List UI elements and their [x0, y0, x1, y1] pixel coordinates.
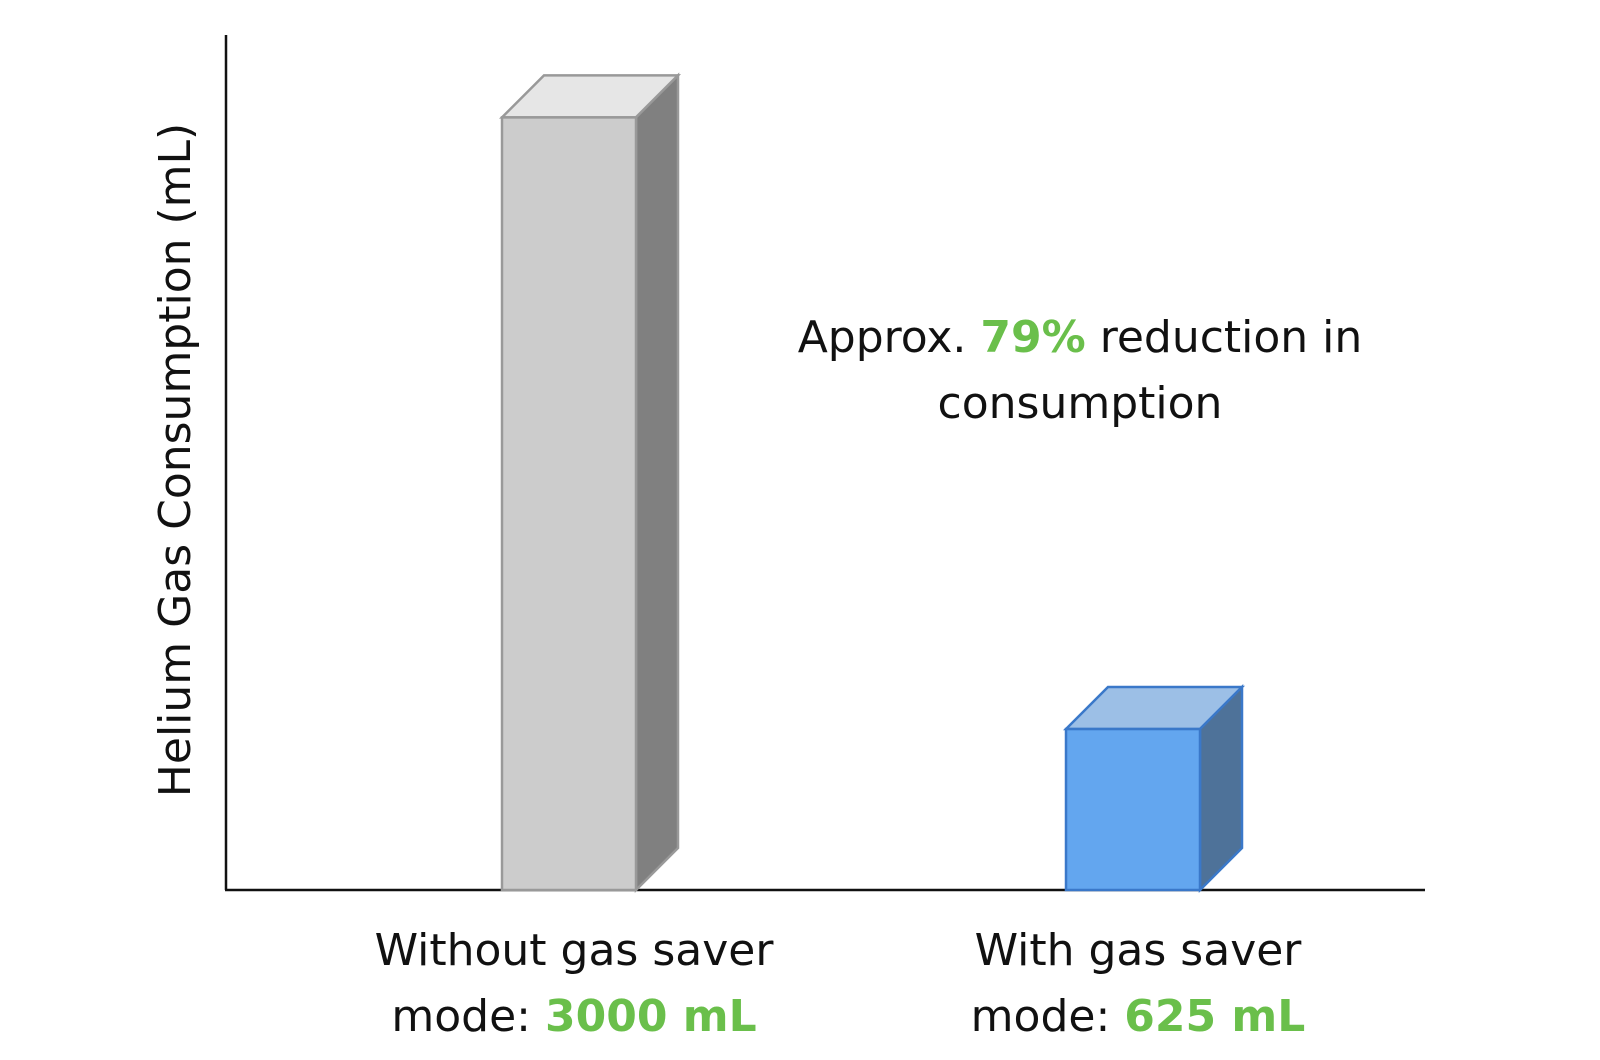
bar-side	[634, 72, 680, 894]
value-label: 3000 mL	[544, 991, 757, 1042]
bar-front	[500, 116, 638, 892]
annotation-text: reduction in consumption	[937, 312, 1363, 429]
value-label: 625 mL	[1124, 991, 1306, 1042]
y-axis-label: Helium Gas Consumption (mL)	[150, 123, 201, 797]
x-tick-label: Without gas saver mode: 3000 mL	[354, 918, 794, 1050]
annotation: Approx. 79% reduction in consumption	[790, 305, 1370, 437]
annotation-highlight: 79%	[980, 312, 1086, 363]
bar	[1062, 684, 1246, 894]
x-tick-label: With gas saver mode: 625 mL	[918, 918, 1358, 1050]
annotation-text: Approx.	[797, 312, 967, 363]
category-label: With gas saver mode:	[970, 925, 1302, 1042]
category-label: Without gas saver mode:	[374, 925, 774, 1042]
bar	[498, 72, 682, 894]
bar-front	[1064, 727, 1202, 892]
